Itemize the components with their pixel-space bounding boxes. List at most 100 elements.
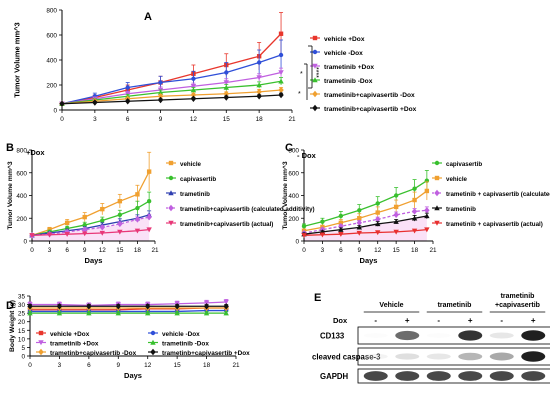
data-point <box>356 224 362 230</box>
y-tick-label: 25 <box>18 311 26 318</box>
data-point <box>46 232 53 238</box>
y-axis-label: Tumor Volume mm^3 <box>6 161 14 230</box>
y-tick-label: 600 <box>288 170 299 177</box>
x-tick-label: 3 <box>58 362 62 369</box>
legend-label: vehicle +Dox <box>50 331 90 338</box>
data-point <box>100 206 105 212</box>
series-line <box>30 309 227 313</box>
sig-label: **** <box>312 67 319 78</box>
x-tick-label: 12 <box>374 247 382 254</box>
blot-row-label: cleaved caspase-3 <box>312 353 381 362</box>
series-line <box>61 89 282 105</box>
series-line <box>303 180 428 227</box>
panel-letter: D <box>6 300 14 312</box>
panel-title: +Dox <box>26 148 45 157</box>
legend-entry-4: trametinib+capivasertib -Dox <box>310 90 415 99</box>
x-tick-label: 15 <box>393 247 401 254</box>
legend-marker <box>434 189 440 197</box>
panel-title: - Dox <box>297 151 317 160</box>
data-point <box>424 207 430 214</box>
y-tick-label: 200 <box>288 216 299 223</box>
y-tick-label: 200 <box>16 216 27 223</box>
blot-band <box>489 352 514 361</box>
data-point <box>424 227 430 233</box>
data-point <box>27 310 33 316</box>
panel-a: A 0 200 400 600 800 0 3 6 9 12 15 18 21 Tumor Volume m… <box>13 8 417 124</box>
blot-band <box>395 330 420 341</box>
x-tick-label: 0 <box>30 247 34 254</box>
data-point <box>256 75 262 81</box>
panel-b: B +Dox 0 200 400 600 800 0 3 6 9 12 15 18 21 Tumor Volu… <box>6 142 315 265</box>
series-1 <box>301 181 430 233</box>
data-point <box>424 188 430 194</box>
y-tick-label: 10 <box>18 336 26 343</box>
x-tick-label: 0 <box>60 116 64 123</box>
data-point <box>86 303 92 310</box>
data-point <box>223 94 229 101</box>
series-5 <box>59 91 284 107</box>
data-point <box>190 84 197 89</box>
x-tick-label: 3 <box>48 247 52 254</box>
dox-state: - <box>500 316 503 325</box>
data-point <box>223 310 229 316</box>
series-3 <box>301 212 430 237</box>
dox-state: + <box>405 316 410 325</box>
data-point <box>82 222 87 228</box>
data-point <box>412 186 417 191</box>
data-point <box>190 87 197 93</box>
data-point <box>203 310 210 316</box>
legend-marker <box>38 348 44 356</box>
series-line <box>303 228 427 236</box>
data-point <box>146 169 152 174</box>
y-tick-label: 600 <box>16 170 27 177</box>
legend-entry-1: vehicle <box>432 175 468 183</box>
data-point <box>338 213 344 219</box>
data-point <box>99 224 105 231</box>
legend-label: trametinib <box>180 191 210 198</box>
legend-marker <box>168 220 174 226</box>
series-line <box>303 190 428 232</box>
data-point <box>134 216 141 223</box>
legend-label: trametinib + capivasertib (actual) <box>446 221 543 228</box>
legend-entry-4: trametinib+capivasertib (actual) <box>166 220 273 228</box>
x-tick-label: 6 <box>339 247 343 254</box>
data-point <box>64 231 70 237</box>
legend-label: trametinib+capivasertib (actual) <box>180 221 273 228</box>
sig-label: * <box>300 71 303 78</box>
data-point <box>411 215 418 221</box>
legend-entry-0: capivasertib <box>432 160 482 168</box>
panel-letter: C <box>285 142 293 154</box>
blot-band <box>363 371 388 381</box>
data-point <box>56 310 63 316</box>
legend-label: vehicle <box>180 161 202 168</box>
data-point <box>424 213 430 219</box>
series-line <box>31 171 150 236</box>
legend-label: trametinb+capivasertib +Dox <box>162 350 250 357</box>
data-point <box>157 89 164 95</box>
data-point <box>47 227 52 232</box>
x-tick-label: 21 <box>288 116 296 123</box>
series-3 <box>27 310 229 316</box>
y-axis-label: Body Weight (g) <box>9 300 16 352</box>
series-line <box>30 301 227 307</box>
series-line <box>303 215 427 235</box>
data-point <box>157 96 164 104</box>
y-tick-label: 5 <box>21 345 25 352</box>
legend-marker <box>150 330 156 336</box>
y-tick-label: 600 <box>46 33 57 40</box>
y-axis-label: Tumor Volume mm^3 <box>13 22 22 97</box>
legend-marker <box>38 340 44 346</box>
sig-label: * <box>298 91 301 98</box>
data-point <box>393 193 399 198</box>
data-point <box>29 233 35 239</box>
data-point <box>145 310 151 316</box>
legend-marker <box>312 77 318 83</box>
legend-label: capivasertib <box>180 176 216 183</box>
dox-state: + <box>531 316 536 325</box>
legend-entry-5: trametinb+capivasertib +Dox <box>148 348 250 357</box>
legend-label: trametinib+capivasertib (calculated addi… <box>180 206 315 213</box>
x-tick-label: 9 <box>83 247 87 254</box>
legend-label: vehicle <box>446 176 468 183</box>
x-tick-label: 15 <box>223 116 231 123</box>
blot-band <box>458 330 483 341</box>
